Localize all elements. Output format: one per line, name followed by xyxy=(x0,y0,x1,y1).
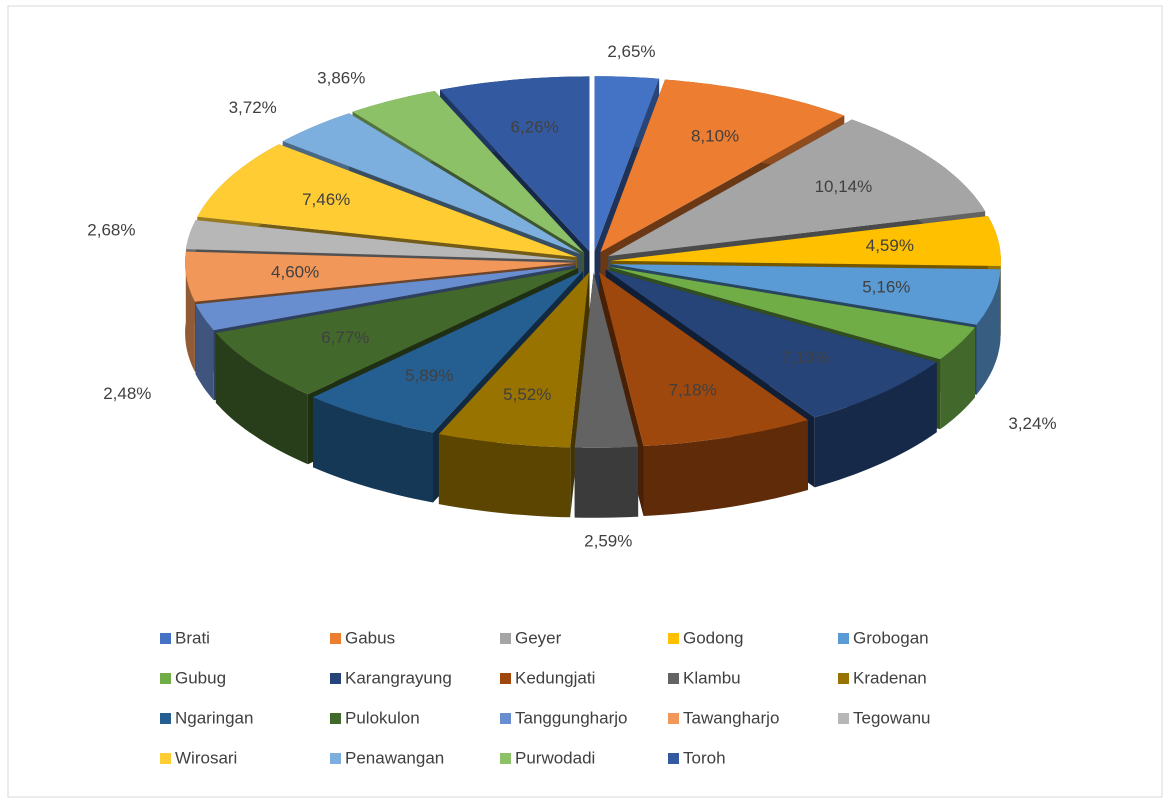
slice-side xyxy=(438,434,571,518)
data-label: 8,10% xyxy=(691,127,739,146)
slice xyxy=(282,113,581,255)
slice xyxy=(440,76,590,252)
data-label: 7,46% xyxy=(302,190,350,209)
slice xyxy=(197,144,577,258)
legend-swatch xyxy=(160,673,171,684)
slice-side xyxy=(185,251,195,372)
legend-swatch xyxy=(500,713,511,724)
slice-side xyxy=(215,333,308,465)
legend-label: Kradenan xyxy=(853,668,927,687)
legend-label: Grobogan xyxy=(853,628,929,647)
slice xyxy=(438,272,589,448)
slice xyxy=(352,91,585,253)
legend-swatch xyxy=(330,673,341,684)
slice-side xyxy=(940,327,975,430)
data-labels: 2,65% 8,10% 10,14% 4,59% 5,16% 3,24% 7,13% 7,18… xyxy=(87,42,1056,551)
slice xyxy=(313,271,584,433)
legend-label: Brati xyxy=(175,628,210,647)
legend-swatch xyxy=(160,633,171,644)
slice xyxy=(185,251,576,302)
data-label: 3,24% xyxy=(1008,414,1056,433)
legend-label: Tawangharjo xyxy=(683,708,779,727)
data-label: 2,48% xyxy=(103,384,151,403)
data-label: 6,26% xyxy=(511,117,559,136)
slice xyxy=(605,269,937,418)
legend-swatch xyxy=(838,673,849,684)
slice-side xyxy=(313,397,433,503)
legend-label: Kedungjati xyxy=(515,668,595,687)
data-label: 4,59% xyxy=(866,236,914,255)
data-label: 5,52% xyxy=(503,385,551,404)
slice xyxy=(610,216,1001,266)
data-label: 2,59% xyxy=(584,532,632,551)
slice xyxy=(574,272,639,448)
data-label: 10,14% xyxy=(815,177,873,196)
slice-side xyxy=(574,446,639,518)
legend-label: Toroh xyxy=(683,748,726,767)
slice xyxy=(610,264,1001,325)
legend-swatch xyxy=(330,633,341,644)
legend-swatch xyxy=(668,673,679,684)
pie-tops xyxy=(185,76,1001,448)
legend-swatch xyxy=(668,713,679,724)
legend-label: Pulokulon xyxy=(345,708,420,727)
data-label: 7,13% xyxy=(781,348,829,367)
slice-side xyxy=(976,269,1001,395)
legend-label: Purwodadi xyxy=(515,748,595,767)
legend-swatch xyxy=(160,753,171,764)
legend-swatch xyxy=(668,633,679,644)
slice xyxy=(609,266,975,360)
legend: Brati Gabus Geyer Godong Grobogan Gubug Karang… xyxy=(160,628,931,767)
data-label: 5,16% xyxy=(862,278,910,297)
legend-swatch xyxy=(500,633,511,644)
legend-swatch xyxy=(838,633,849,644)
data-label: 4,60% xyxy=(271,262,319,281)
slice xyxy=(599,272,808,446)
legend-label: Tanggungharjo xyxy=(515,708,627,727)
slice-side xyxy=(814,362,937,488)
data-label: 2,68% xyxy=(87,220,135,239)
data-label: 3,72% xyxy=(229,98,277,117)
legend-label: Penawangan xyxy=(345,748,444,767)
legend-swatch xyxy=(838,713,849,724)
legend-swatch xyxy=(500,673,511,684)
legend-label: Geyer xyxy=(515,628,562,647)
legend-swatch xyxy=(668,753,679,764)
slice-side xyxy=(195,304,214,401)
data-label: 2,65% xyxy=(607,42,655,61)
slice xyxy=(195,265,576,331)
legend-label: Klambu xyxy=(683,668,741,687)
data-label: 7,18% xyxy=(669,380,717,399)
legend-swatch xyxy=(330,753,341,764)
legend-label: Ngaringan xyxy=(175,708,253,727)
legend-swatch xyxy=(160,713,171,724)
legend-swatch xyxy=(500,753,511,764)
slice xyxy=(608,119,986,257)
legend-swatch xyxy=(330,713,341,724)
slice-side xyxy=(643,420,808,516)
data-label: 3,86% xyxy=(317,68,365,87)
legend-label: Wirosari xyxy=(175,748,237,767)
slice xyxy=(215,268,579,395)
legend-label: Tegowanu xyxy=(853,708,931,727)
legend-label: Gabus xyxy=(345,628,395,647)
legend-label: Karangrayung xyxy=(345,668,452,687)
legend-label: Gubug xyxy=(175,668,226,687)
legend-label: Godong xyxy=(683,628,744,647)
slice xyxy=(600,79,845,253)
slice xyxy=(594,76,660,252)
slice xyxy=(186,220,576,261)
data-label: 5,89% xyxy=(405,366,453,385)
data-label: 6,77% xyxy=(321,328,369,347)
